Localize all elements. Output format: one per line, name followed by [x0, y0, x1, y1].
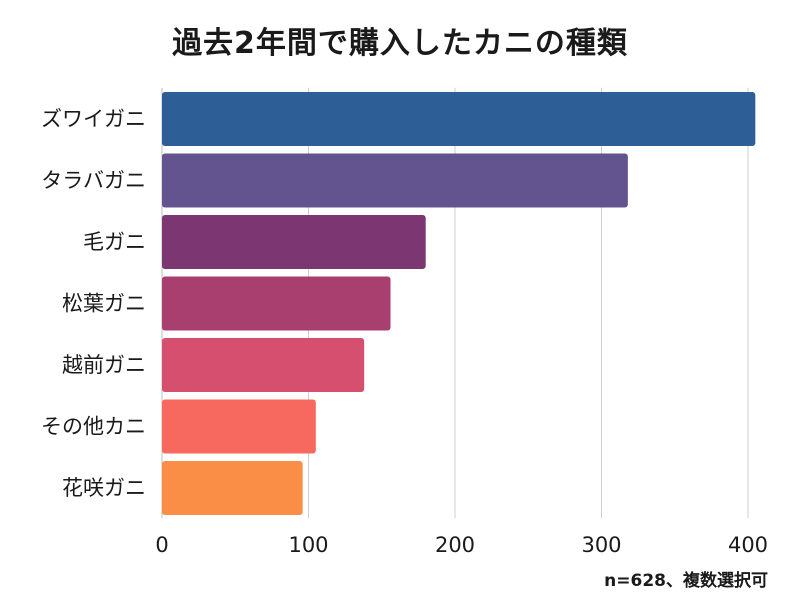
category-label: ズワイガニ: [41, 107, 146, 131]
chart-title: 過去2年間で購入したカニの種類: [172, 26, 628, 61]
x-tick-label: 0: [155, 533, 168, 557]
bar: [162, 153, 628, 208]
x-tick-label: 400: [728, 533, 768, 557]
x-tick-label: 100: [288, 533, 328, 557]
bar: [162, 215, 426, 269]
category-label: 毛ガニ: [83, 230, 146, 254]
bar-layer: [162, 92, 756, 515]
x-tick-label: 200: [435, 533, 475, 557]
bar: [162, 338, 365, 392]
category-label: 越前ガニ: [62, 353, 146, 377]
bar: [162, 92, 756, 146]
x-tick-label: 300: [581, 533, 621, 557]
sample-note: n=628、複数選択可: [604, 571, 768, 591]
bar: [162, 461, 303, 515]
category-label: その他カニ: [41, 415, 146, 439]
category-label: 松葉ガニ: [62, 292, 146, 316]
bar: [162, 276, 391, 331]
bar: [162, 399, 316, 454]
category-label: 花咲ガニ: [62, 476, 146, 500]
x-tick-label-layer: 0 100 200 300 400: [155, 533, 768, 557]
category-label: タラバガニ: [41, 169, 146, 193]
